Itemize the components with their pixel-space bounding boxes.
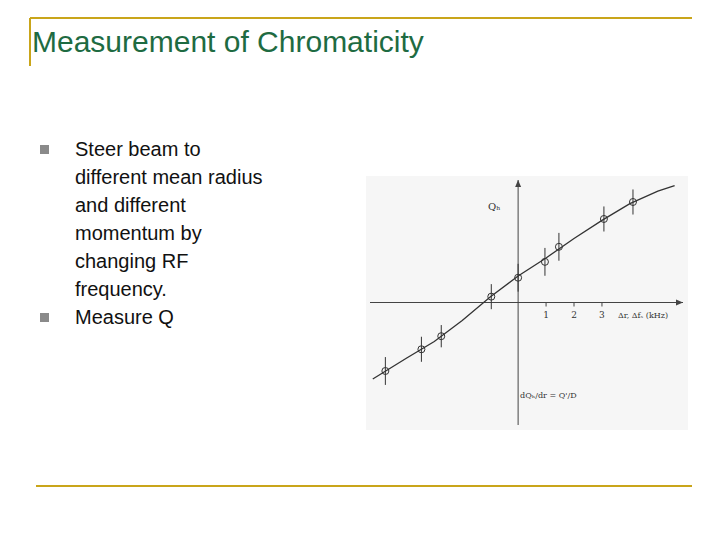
bullet-text: changing RF	[75, 250, 188, 272]
error-bar	[518, 264, 519, 292]
x-tick	[601, 303, 602, 307]
error-bar	[544, 248, 545, 276]
x-tick	[574, 303, 575, 307]
bullet-text: different mean radius	[75, 166, 263, 188]
bullet-marker	[40, 313, 49, 322]
bullet-marker	[40, 145, 49, 154]
y-axis	[518, 180, 519, 425]
axis-arrow	[676, 300, 683, 306]
y-axis-label: Qₕ	[488, 201, 501, 212]
annotation: dQₕ/dr = Q'/D	[520, 391, 576, 400]
frame-line	[29, 18, 31, 66]
x-tick	[546, 303, 547, 307]
x-axis-label: Δr, Δfₛ (kHz)	[618, 311, 668, 320]
axis-arrow	[515, 180, 521, 187]
x-tick-label: 3	[599, 310, 605, 320]
slide: Measurement of Chromaticity Steer beam to…	[0, 0, 720, 540]
chart-background	[366, 176, 688, 430]
frame-line	[30, 17, 692, 19]
bullet-text: frequency.	[75, 278, 167, 300]
error-bar	[558, 233, 559, 261]
bullet-text: Measure Q	[75, 306, 174, 328]
fit-line	[373, 186, 675, 379]
slide-title: Measurement of Chromaticity	[32, 25, 424, 58]
plot-area	[373, 186, 675, 385]
bullet-text: Steer beam to	[75, 138, 201, 160]
x-tick-label: 1	[543, 310, 549, 320]
bullet-text: and different	[75, 194, 186, 216]
x-tick-label: 2	[571, 310, 577, 320]
bullet-text: momentum by	[75, 222, 202, 244]
frame-line	[36, 485, 692, 487]
x-axis	[370, 302, 683, 303]
